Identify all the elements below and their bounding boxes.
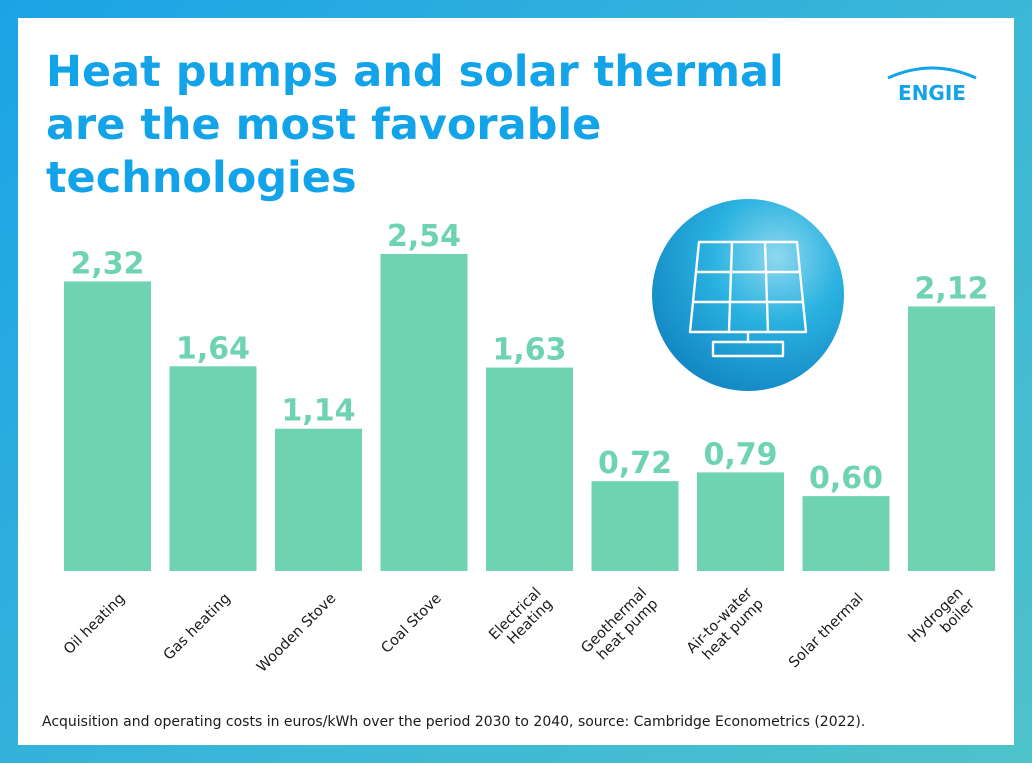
- data-label-5: 0,72: [598, 446, 672, 481]
- category-label-0: Oil heating: [61, 591, 128, 658]
- data-label-7: 0,60: [809, 461, 883, 496]
- category-label-2: Wooden Stove: [254, 590, 339, 675]
- logo-text: ENGIE: [898, 81, 966, 105]
- chart-card: Heat pumps and solar thermal are the mos…: [18, 18, 1014, 745]
- bar-2: [275, 428, 362, 571]
- bar-0: [64, 281, 151, 571]
- data-label-3: 2,54: [387, 219, 461, 254]
- data-label-4: 1,63: [492, 333, 566, 368]
- category-label-7: Solar thermal: [786, 591, 867, 672]
- category-label-4: ElectricalHeating: [486, 585, 556, 655]
- bar-5: [591, 481, 679, 571]
- bar-1: [169, 366, 257, 571]
- chart-title: Heat pumps and solar thermal are the mos…: [46, 47, 784, 203]
- data-label-0: 2,32: [70, 246, 144, 281]
- solar-panel-icon: [652, 199, 844, 391]
- bar-chart: 2,32 Oil heating 1,64 Gas heating 1,14 Wooden…: [61, 219, 995, 676]
- engie-logo: ENGIE: [887, 66, 977, 105]
- data-label-6: 0,79: [703, 437, 777, 472]
- bar-7: [802, 496, 890, 571]
- category-label-5: Geothermalheat pump: [578, 585, 661, 668]
- bar-3: [380, 254, 468, 571]
- bar-8: [908, 306, 995, 571]
- category-label-3: Coal Stove: [379, 590, 445, 656]
- category-label-8: Hydrogenboiler: [905, 585, 978, 658]
- category-label-1: Gas heating: [161, 591, 234, 664]
- bar-6: [697, 472, 784, 571]
- data-label-8: 2,12: [914, 271, 988, 306]
- bar-4: [486, 367, 573, 571]
- source-note: Acquisition and operating costs in euros…: [42, 714, 866, 730]
- data-label-2: 1,14: [281, 394, 355, 429]
- data-label-1: 1,64: [176, 331, 250, 366]
- category-label-6: Air-to-waterheat pump: [684, 585, 767, 668]
